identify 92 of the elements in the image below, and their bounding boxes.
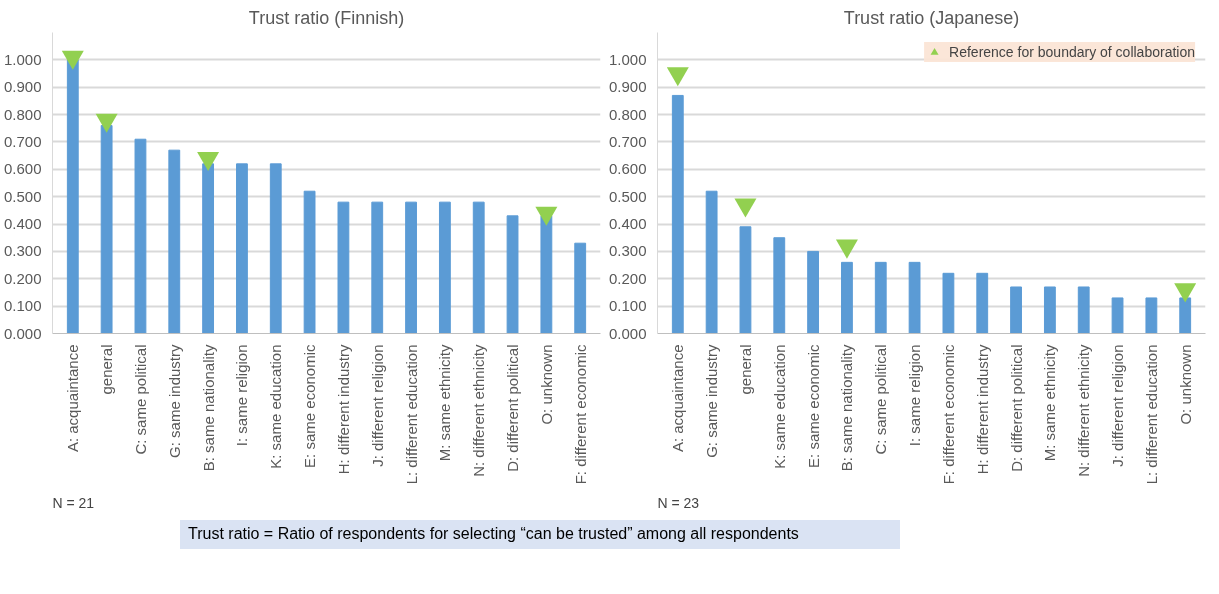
bar bbox=[371, 201, 384, 334]
bar bbox=[66, 59, 79, 334]
bar bbox=[506, 215, 519, 334]
y-tick-label: 0.200 bbox=[3, 269, 42, 287]
y-tick-label: 0.100 bbox=[608, 297, 647, 315]
x-tick-label: A: acquaintance bbox=[669, 344, 687, 453]
x-tick-label: D: different political bbox=[1007, 344, 1025, 472]
text: Trust ratio = Ratio of respondents for selecting “can be trusted” among all respondents bbox=[188, 524, 799, 544]
y-tick-label: 0.600 bbox=[3, 160, 42, 178]
bar bbox=[472, 201, 485, 334]
y-tick-label: 0.300 bbox=[608, 242, 647, 260]
y-tick-label: 0.600 bbox=[608, 160, 647, 178]
x-tick-label: G: same industry bbox=[165, 344, 183, 458]
y-tick-label: 0.300 bbox=[3, 242, 42, 260]
y-tick-label: 0.100 bbox=[3, 297, 42, 315]
y-tick-label: 0.700 bbox=[3, 132, 42, 150]
x-tick-label: F: different economic bbox=[939, 344, 957, 485]
x-tick-label: I: same religion bbox=[233, 344, 251, 447]
x-tick-label: H: different industry bbox=[334, 344, 352, 475]
bar bbox=[574, 242, 587, 334]
bar bbox=[1111, 297, 1124, 334]
y-tick-label: 0.800 bbox=[3, 105, 42, 123]
bar bbox=[671, 94, 684, 334]
y-tick-label: 0.800 bbox=[608, 105, 647, 123]
y-tick-label: 0.700 bbox=[608, 132, 647, 150]
bar bbox=[874, 261, 887, 334]
bar bbox=[841, 261, 853, 334]
y-tick-label: 1.000 bbox=[608, 50, 647, 68]
bar bbox=[337, 201, 350, 334]
y-tick-label: 0.000 bbox=[3, 324, 42, 342]
bar bbox=[1179, 297, 1192, 334]
x-tick-label: M: same ethnicity bbox=[436, 344, 454, 462]
bar bbox=[908, 261, 921, 334]
x-tick-label: C: same political bbox=[872, 344, 890, 455]
bar bbox=[773, 237, 786, 334]
bar bbox=[705, 190, 718, 334]
y-tick-label: 0.500 bbox=[3, 187, 42, 205]
y-tick-label: 1.000 bbox=[3, 50, 42, 68]
x-tick-label: E: same economic bbox=[804, 344, 822, 468]
y-tick-label: 0.000 bbox=[608, 324, 647, 342]
bar bbox=[1077, 286, 1090, 334]
x-tick-label: G: same industry bbox=[703, 344, 721, 458]
chart-title: Trust ratio (Japanese) bbox=[843, 7, 1020, 28]
x-tick-label: N: different ethnicity bbox=[470, 344, 488, 477]
bar bbox=[168, 149, 181, 334]
x-tick-label: M: same ethnicity bbox=[1041, 344, 1059, 462]
x-tick-label: general bbox=[98, 344, 116, 395]
bar bbox=[739, 226, 752, 334]
bar bbox=[438, 201, 451, 334]
y-tick-label: 0.500 bbox=[608, 187, 647, 205]
y-tick-label: 0.900 bbox=[3, 78, 42, 96]
legend-label: Reference for boundary of collaboration bbox=[949, 44, 1195, 60]
bar bbox=[269, 163, 282, 334]
text: N = 21 bbox=[52, 494, 95, 511]
x-tick-label: N: different ethnicity bbox=[1075, 344, 1093, 477]
bar bbox=[540, 215, 553, 334]
y-tick-label: 0.400 bbox=[3, 215, 42, 233]
bar bbox=[100, 125, 113, 334]
x-tick-label: general bbox=[736, 344, 754, 395]
x-tick-label: F: different economic bbox=[571, 344, 589, 485]
bar bbox=[942, 272, 955, 334]
bar bbox=[405, 201, 417, 334]
x-tick-label: A: acquaintance bbox=[64, 344, 82, 453]
x-tick-label: I: same religion bbox=[906, 344, 924, 447]
bar bbox=[807, 250, 820, 334]
x-tick-label: O: unknown bbox=[1176, 344, 1194, 425]
bar bbox=[134, 138, 147, 334]
x-tick-label: E: same economic bbox=[301, 344, 319, 468]
y-tick-label: 0.900 bbox=[608, 78, 647, 96]
x-tick-label: C: same political bbox=[131, 344, 149, 455]
x-tick-label: B: same nationality bbox=[199, 344, 217, 472]
y-tick-label: 0.400 bbox=[608, 215, 647, 233]
bar bbox=[1043, 286, 1056, 334]
y-tick-label: 0.200 bbox=[608, 269, 647, 287]
x-tick-label: K: same education bbox=[770, 344, 788, 469]
bar bbox=[236, 163, 248, 334]
text: N = 23 bbox=[657, 494, 700, 511]
bar bbox=[1010, 286, 1022, 334]
x-tick-label: D: different political bbox=[504, 344, 522, 472]
x-tick-label: J: different religion bbox=[368, 344, 386, 467]
bar bbox=[976, 272, 989, 334]
x-tick-label: K: same education bbox=[267, 344, 285, 469]
x-tick-label: L: different education bbox=[1142, 344, 1160, 485]
x-tick-label: L: different education bbox=[402, 344, 420, 485]
chart-title: Trust ratio (Finnish) bbox=[248, 7, 405, 28]
x-tick-label: O: unknown bbox=[537, 344, 555, 425]
bar bbox=[303, 190, 316, 334]
x-tick-label: B: same nationality bbox=[838, 344, 856, 472]
x-tick-label: H: different industry bbox=[973, 344, 991, 475]
bar bbox=[202, 163, 215, 334]
x-tick-label: J: different religion bbox=[1109, 344, 1127, 467]
bar bbox=[1145, 297, 1158, 334]
